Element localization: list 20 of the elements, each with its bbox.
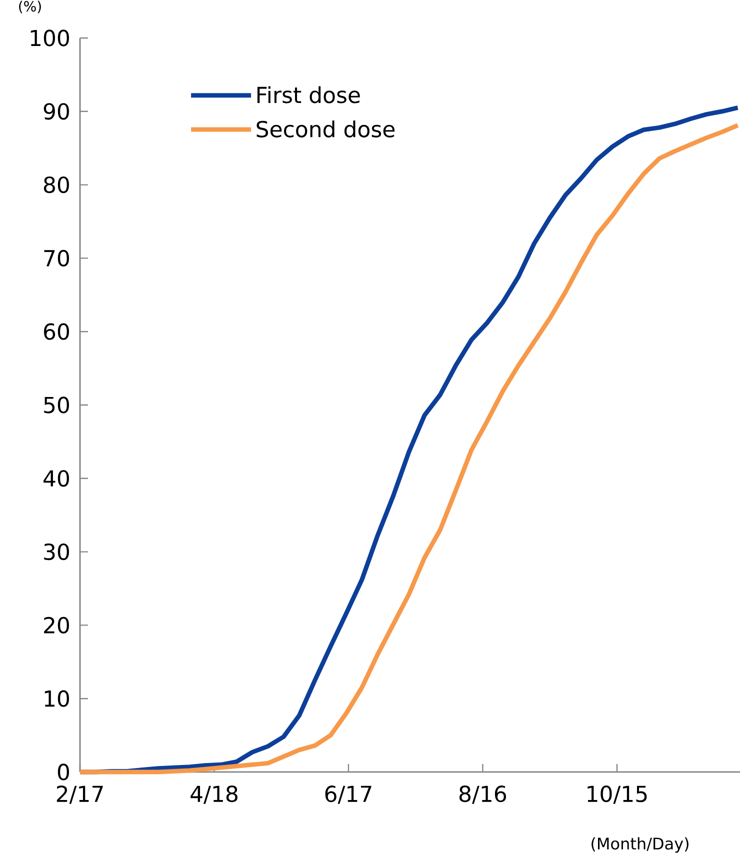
y-tick-label: 30 xyxy=(44,543,69,560)
y-axis-title: (%) xyxy=(19,0,41,14)
y-tick-label: 0 xyxy=(58,764,69,780)
y-tick-label: 70 xyxy=(44,250,69,267)
y-tick-label: 50 xyxy=(44,396,69,414)
y-tick-label: 80 xyxy=(44,176,69,194)
x-tick-label: 2/17 xyxy=(56,786,103,804)
y-tick-label: 60 xyxy=(44,323,69,340)
x-tick-label: 4/18 xyxy=(190,786,238,804)
legend-label: First dose xyxy=(257,86,360,104)
y-tick-label: 90 xyxy=(44,103,69,120)
y-tick-label: 10 xyxy=(44,690,69,707)
y-tick-label: 40 xyxy=(44,470,69,487)
x-axis-title: (Month/Day) xyxy=(592,837,688,853)
y-tick-label: 20 xyxy=(44,616,69,634)
y-tick-label: 100 xyxy=(30,30,69,46)
x-tick-label: 10/15 xyxy=(588,786,647,804)
x-tick-label: 6/17 xyxy=(325,786,372,804)
x-tick-label: 8/16 xyxy=(460,786,506,804)
legend-label: Second dose xyxy=(256,120,395,138)
